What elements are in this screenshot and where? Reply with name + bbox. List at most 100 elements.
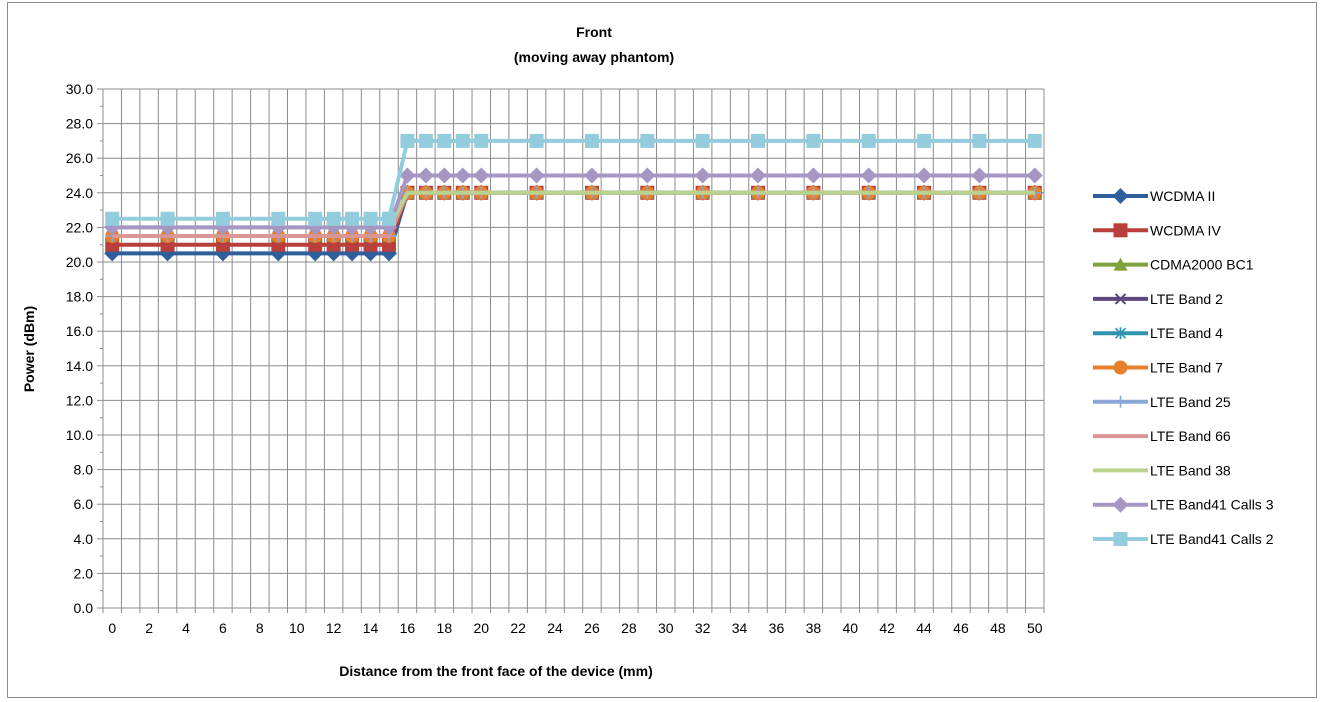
x-tick-label: 6 — [219, 620, 227, 636]
legend-item: LTE Band 66 — [1093, 428, 1231, 444]
data-point — [917, 133, 932, 148]
y-tick-label: 6.0 — [74, 496, 94, 512]
legend-label: CDMA2000 BC1 — [1150, 257, 1254, 273]
data-point — [455, 133, 470, 148]
data-point — [694, 167, 711, 184]
x-tick-label: 44 — [916, 620, 932, 636]
data-point — [916, 167, 933, 184]
line-chart: Front (moving away phantom) 0.0 2.0 4.0 6.0… — [21, 24, 1274, 679]
data-point — [695, 133, 710, 148]
y-tick-label: 18.0 — [66, 289, 93, 305]
data-point — [805, 167, 822, 184]
series-lte-band41-calls-3 — [104, 167, 1043, 236]
legend-label: WCDMA II — [1150, 188, 1215, 204]
x-tick-label: 42 — [879, 620, 895, 636]
data-point — [400, 133, 415, 148]
data-point — [473, 167, 490, 184]
data-point — [584, 133, 599, 148]
legend-item: LTE Band 7 — [1093, 360, 1223, 376]
series-lte-band-25 — [106, 186, 1041, 243]
data-point — [105, 211, 120, 226]
x-tick-label: 48 — [990, 620, 1006, 636]
y-tick-label: 8.0 — [74, 462, 94, 478]
data-point — [1113, 360, 1128, 375]
data-point — [1112, 188, 1129, 204]
x-tick-label: 38 — [806, 620, 822, 636]
legend-item: LTE Band41 Calls 2 — [1093, 531, 1274, 547]
y-tick-labels: 0.0 2.0 4.0 6.0 8.0 10.0 12.0 14.0 16.0 18.0 20.0 2… — [66, 81, 93, 616]
data-point — [583, 167, 600, 184]
data-point — [1113, 257, 1128, 271]
chart-title-line-2: (moving away phantom) — [514, 49, 674, 65]
data-point — [972, 133, 987, 148]
legend-item: LTE Band 25 — [1093, 394, 1231, 410]
series-lte-band41-calls-2 — [105, 133, 1042, 226]
data-point — [454, 167, 471, 184]
data-point — [1027, 133, 1042, 148]
x-tick-label: 22 — [510, 620, 526, 636]
y-tick-label: 12.0 — [66, 392, 93, 408]
data-point — [861, 133, 876, 148]
x-tick-label: 32 — [695, 620, 711, 636]
data-point — [1114, 395, 1127, 408]
data-point — [1026, 167, 1043, 184]
x-tick-label: 40 — [842, 620, 858, 636]
data-point — [1113, 532, 1128, 546]
axes — [97, 88, 1045, 613]
y-tick-label: 14.0 — [66, 358, 93, 374]
legend-label: LTE Band 66 — [1150, 428, 1231, 444]
y-tick-label: 30.0 — [66, 81, 93, 97]
x-tick-label: 36 — [769, 620, 785, 636]
series-wcdma-ii — [104, 184, 1043, 262]
y-tick-label: 10.0 — [66, 427, 93, 443]
x-tick-label: 16 — [400, 620, 416, 636]
y-tick-label: 20.0 — [66, 254, 93, 270]
y-tick-label: 24.0 — [66, 185, 93, 201]
x-tick-labels: 0 2 4 6 8 10 12 14 16 18 20 22 24 26 28 30 32 34 36 38 40 42 4… — [108, 620, 1042, 636]
data-point — [308, 211, 323, 226]
data-point — [215, 211, 230, 226]
data-point — [1114, 293, 1127, 305]
data-point — [271, 211, 286, 226]
data-point — [417, 167, 434, 184]
y-tick-label: 16.0 — [66, 323, 93, 339]
data-point — [418, 133, 433, 148]
data-point — [860, 167, 877, 184]
legend-item: LTE Band 38 — [1093, 462, 1231, 478]
data-point — [971, 167, 988, 184]
data-point — [437, 133, 452, 148]
data-point — [750, 167, 767, 184]
x-tick-label: 10 — [289, 620, 305, 636]
data-point — [326, 211, 341, 226]
legend-label: LTE Band41 Calls 2 — [1150, 531, 1274, 547]
legend-label: LTE Band 38 — [1150, 462, 1231, 478]
x-tick-label: 46 — [953, 620, 969, 636]
series-lte-band-4 — [106, 186, 1041, 243]
data-point — [1114, 327, 1127, 340]
data-point — [436, 167, 453, 184]
x-tick-label: 18 — [437, 620, 453, 636]
x-tick-label: 14 — [363, 620, 379, 636]
y-tick-label: 0.0 — [74, 600, 94, 616]
x-tick-label: 28 — [621, 620, 637, 636]
y-axis-title: Power (dBm) — [21, 306, 37, 392]
data-point — [640, 133, 655, 148]
chart-title: Front (moving away phantom) — [514, 24, 674, 65]
legend-item: WCDMA IV — [1093, 222, 1221, 238]
x-tick-label: 20 — [473, 620, 489, 636]
y-tick-label: 4.0 — [74, 531, 94, 547]
legend: WCDMA II WCDMA IV CDMA2000 BC1 LTE Band 2 LT… — [1093, 188, 1274, 547]
legend-label: LTE Band41 Calls 3 — [1150, 497, 1274, 513]
x-tick-label: 4 — [182, 620, 190, 636]
x-tick-label: 24 — [547, 620, 563, 636]
data-point — [345, 211, 360, 226]
y-tick-label: 26.0 — [66, 150, 93, 166]
x-tick-label: 50 — [1027, 620, 1043, 636]
legend-item: LTE Band 2 — [1093, 291, 1223, 307]
data-point — [1112, 496, 1129, 513]
x-tick-label: 26 — [584, 620, 600, 636]
data-point — [639, 167, 656, 184]
legend-label: LTE Band 2 — [1150, 291, 1223, 307]
y-tick-label: 28.0 — [66, 116, 93, 132]
chart-title-line-1: Front — [576, 24, 612, 40]
